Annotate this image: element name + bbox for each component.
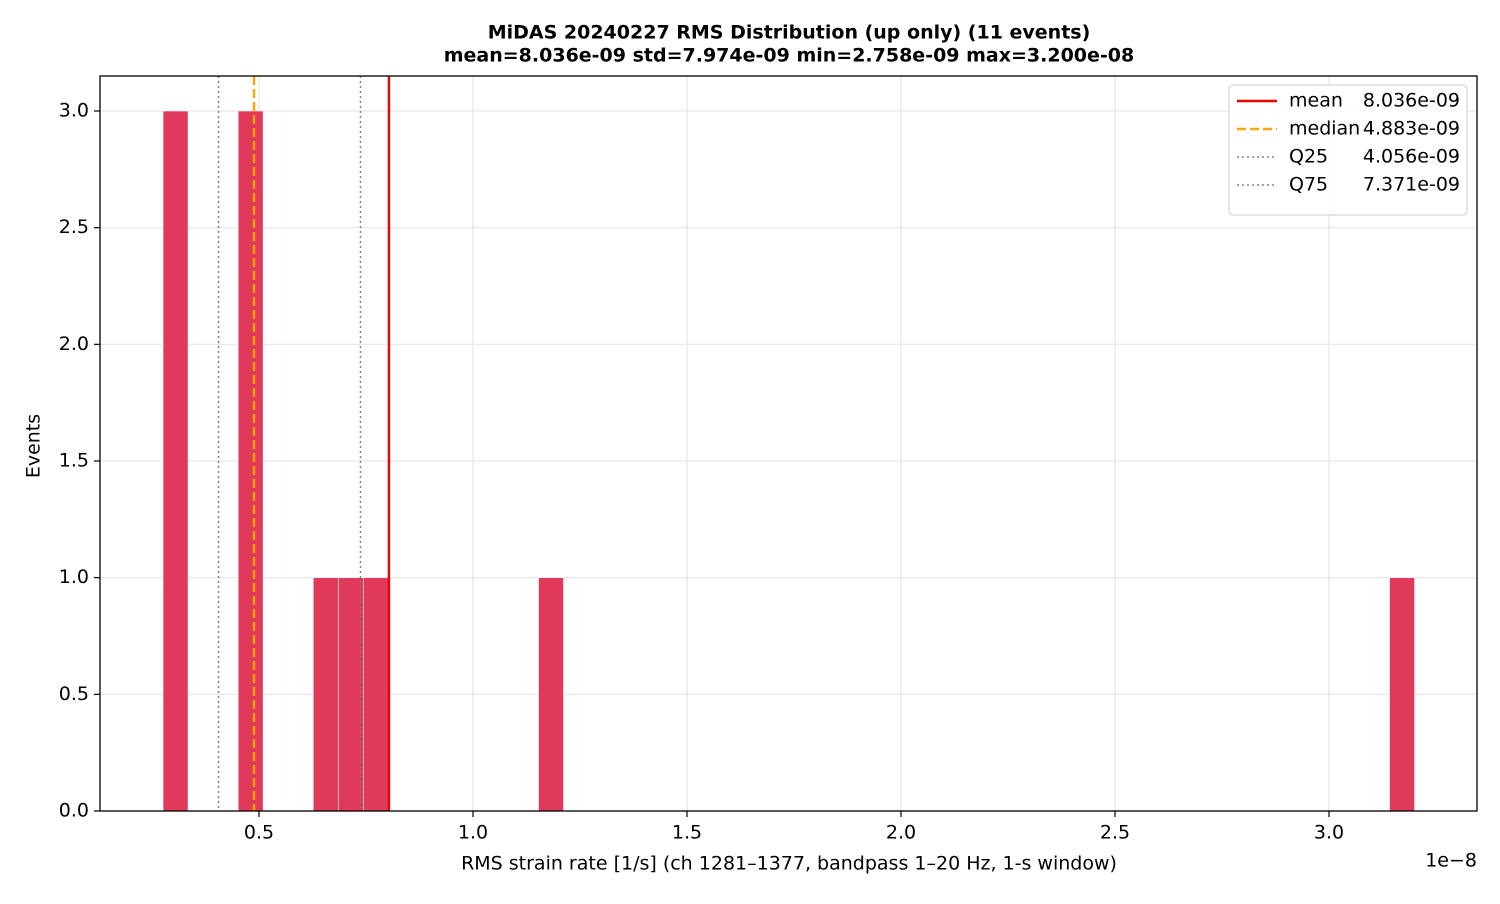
legend-value: 4.056e-09 bbox=[1363, 146, 1460, 168]
legend-box bbox=[1228, 84, 1468, 216]
legend-label: Q25 bbox=[1289, 146, 1328, 168]
y-axis-label: Events bbox=[23, 414, 45, 478]
legend-label: median bbox=[1289, 118, 1360, 140]
y-tick-label: 1.5 bbox=[59, 450, 89, 472]
plot-frame bbox=[99, 75, 1478, 812]
legend-value: 8.036e-09 bbox=[1363, 90, 1460, 112]
y-tick-label: 0.5 bbox=[59, 683, 89, 705]
x-tick-label: 2.5 bbox=[1100, 822, 1130, 844]
y-tick-label: 2.5 bbox=[59, 216, 89, 238]
y-tick-label: 0.0 bbox=[59, 800, 89, 822]
x-tick-label: 1.5 bbox=[672, 822, 702, 844]
x-tick-label: 2.0 bbox=[886, 822, 916, 844]
x-offset-label: 1e−8 bbox=[1425, 850, 1477, 872]
bar bbox=[337, 577, 364, 812]
chart-subtitle: mean=8.036e-09 std=7.974e-09 min=2.758e-… bbox=[444, 45, 1135, 67]
x-tick-label: 1.0 bbox=[458, 822, 488, 844]
legend-label: Q75 bbox=[1289, 174, 1328, 196]
bar bbox=[162, 110, 189, 812]
y-tick-label: 2.0 bbox=[59, 333, 89, 355]
legend-value: 4.883e-09 bbox=[1363, 118, 1460, 140]
bar bbox=[363, 577, 389, 812]
y-tick-label: 1.0 bbox=[59, 566, 89, 588]
y-tick-label: 3.0 bbox=[59, 100, 89, 122]
bar bbox=[538, 577, 564, 812]
bar bbox=[312, 577, 339, 812]
x-tick-label: 0.5 bbox=[244, 822, 274, 844]
bar bbox=[1389, 577, 1415, 812]
legend-label: mean bbox=[1289, 90, 1343, 112]
x-tick-label: 3.0 bbox=[1314, 822, 1344, 844]
x-axis-label: RMS strain rate [1/s] (ch 1281–1377, ban… bbox=[461, 853, 1117, 875]
legend-value: 7.371e-09 bbox=[1363, 174, 1460, 196]
chart-title: MiDAS 20240227 RMS Distribution (up only… bbox=[488, 22, 1091, 44]
bar bbox=[237, 110, 264, 812]
